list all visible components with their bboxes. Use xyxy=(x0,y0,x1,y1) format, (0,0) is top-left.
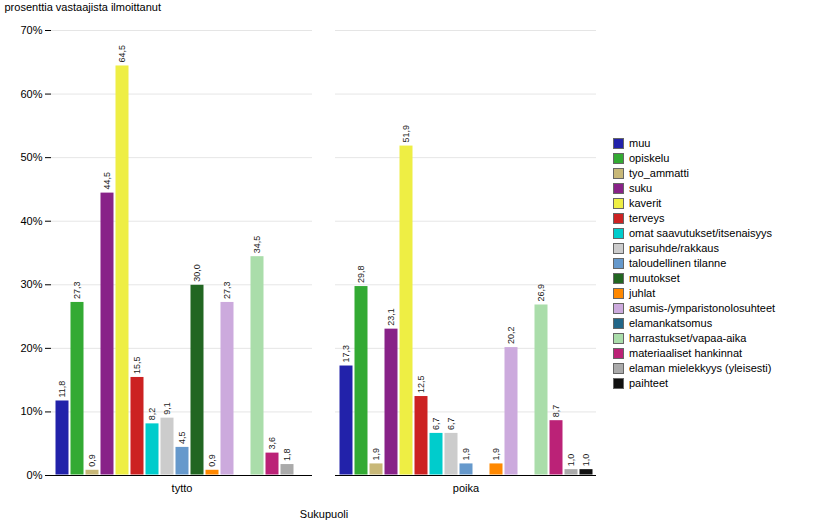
svg-text:1,0: 1,0 xyxy=(566,454,576,467)
svg-text:70%: 70% xyxy=(20,24,42,36)
html-text:materiaaliset hankinnat: materiaaliset hankinnat xyxy=(629,347,743,359)
svg-text:40%: 40% xyxy=(20,215,42,227)
svg-text:27,3: 27,3 xyxy=(72,281,82,299)
svg-text:6,7: 6,7 xyxy=(446,417,456,430)
svg-text:26,9: 26,9 xyxy=(536,284,546,302)
svg-text:34,5: 34,5 xyxy=(252,236,262,254)
svg-text:Sukupuoli: Sukupuoli xyxy=(300,508,348,520)
svg-text:1,9: 1,9 xyxy=(371,448,381,461)
html-text:tyo_ammatti: tyo_ammatti xyxy=(629,167,689,179)
svg-text:44,5: 44,5 xyxy=(102,172,112,190)
svg-text:9,1: 9,1 xyxy=(162,402,172,415)
svg-text:6,7: 6,7 xyxy=(431,417,441,430)
svg-text:11,8: 11,8 xyxy=(57,381,67,398)
html-text:juhlat: juhlat xyxy=(629,287,656,299)
svg-text:20,2: 20,2 xyxy=(506,327,516,345)
svg-text:20%: 20% xyxy=(20,342,42,354)
svg-text:30%: 30% xyxy=(20,278,42,290)
svg-text:3,6: 3,6 xyxy=(267,437,277,450)
svg-text:1,0: 1,0 xyxy=(581,454,591,467)
svg-text:0,9: 0,9 xyxy=(207,454,217,467)
svg-text:poika: poika xyxy=(453,482,480,494)
html-text:paihteet: paihteet xyxy=(629,377,669,389)
svg-text:30,0: 30,0 xyxy=(192,264,202,282)
svg-text:17,3: 17,3 xyxy=(341,345,351,363)
svg-text:8,7: 8,7 xyxy=(551,405,561,418)
svg-text:0,9: 0,9 xyxy=(87,454,97,467)
svg-text:51,9: 51,9 xyxy=(401,125,411,143)
html-text:suku: suku xyxy=(629,182,653,194)
svg-text:1,9: 1,9 xyxy=(491,448,501,461)
html-text:omat saavutukset/itsenaisyys: omat saavutukset/itsenaisyys xyxy=(629,227,773,239)
html-text:muutokset: muutokset xyxy=(629,272,680,284)
svg-text:1,9: 1,9 xyxy=(461,448,471,461)
svg-text:4,5: 4,5 xyxy=(177,431,187,444)
html-text:terveys: terveys xyxy=(629,212,665,224)
svg-text:29,8: 29,8 xyxy=(356,266,366,284)
svg-text:27,3: 27,3 xyxy=(222,281,232,299)
svg-text:12,5: 12,5 xyxy=(416,376,426,394)
svg-text:15,5: 15,5 xyxy=(132,356,142,374)
html-text:harrastukset/vapaa-aika: harrastukset/vapaa-aika xyxy=(629,332,747,344)
html-text:elamankatsomus: elamankatsomus xyxy=(629,317,713,329)
html-text:asumis-/ymparistonolosuhteet: asumis-/ymparistonolosuhteet xyxy=(629,302,776,314)
svg-text:1,8: 1,8 xyxy=(282,449,292,462)
svg-text:10%: 10% xyxy=(20,405,42,417)
svg-text:50%: 50% xyxy=(20,151,42,163)
svg-text:tytto: tytto xyxy=(172,482,193,494)
svg-text:prosenttia vastaajista ilmoitt: prosenttia vastaajista ilmoittanut xyxy=(5,1,162,13)
html-text:taloudellinen tilanne: taloudellinen tilanne xyxy=(629,257,727,269)
html-text:elaman mielekkyys (yleisesti): elaman mielekkyys (yleisesti) xyxy=(629,362,772,374)
svg-text:60%: 60% xyxy=(20,88,42,100)
html-text:kaverit: kaverit xyxy=(629,197,662,209)
svg-text:0%: 0% xyxy=(27,469,43,481)
html-text:parisuhde/rakkaus: parisuhde/rakkaus xyxy=(629,242,719,254)
html-text:opiskelu: opiskelu xyxy=(629,152,670,164)
svg-text:23,1: 23,1 xyxy=(386,308,396,326)
svg-text:8,2: 8,2 xyxy=(147,408,157,421)
html-text:muu: muu xyxy=(629,137,651,149)
svg-text:64,5: 64,5 xyxy=(117,45,127,63)
